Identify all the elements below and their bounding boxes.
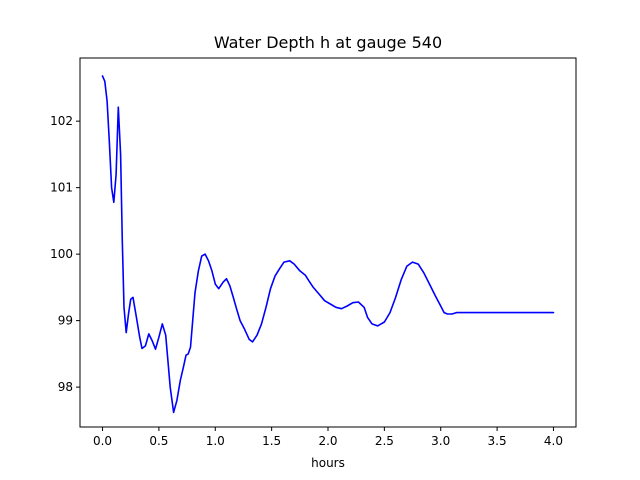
plot-frame xyxy=(79,57,577,428)
series-line-water-depth xyxy=(101,75,555,414)
x-tick-label: 1.5 xyxy=(262,434,281,448)
x-axis: 0.0 0.5 1.0 1.5 2.0 2.5 3.0 3.5 4.0 xyxy=(93,427,563,448)
y-tick-label: 99 xyxy=(58,314,73,328)
x-tick-label: 3.0 xyxy=(431,434,450,448)
chart-title: Water Depth h at gauge 540 xyxy=(214,33,442,52)
x-tick-label: 2.5 xyxy=(375,434,394,448)
y-tick-label: 102 xyxy=(50,114,73,128)
x-axis-label: hours xyxy=(311,456,345,470)
x-tick-label: 4.0 xyxy=(544,434,563,448)
x-tick-label: 0.0 xyxy=(93,434,112,448)
x-tick-label: 0.5 xyxy=(149,434,168,448)
y-tick-label: 98 xyxy=(58,380,73,394)
y-tick-label: 100 xyxy=(50,247,73,261)
plot-area xyxy=(101,75,555,414)
x-tick-label: 2.0 xyxy=(318,434,337,448)
x-tick-label: 3.5 xyxy=(488,434,507,448)
y-axis: 98 99 100 101 102 xyxy=(50,114,80,394)
y-tick-label: 101 xyxy=(50,181,73,195)
x-tick-label: 1.0 xyxy=(206,434,225,448)
